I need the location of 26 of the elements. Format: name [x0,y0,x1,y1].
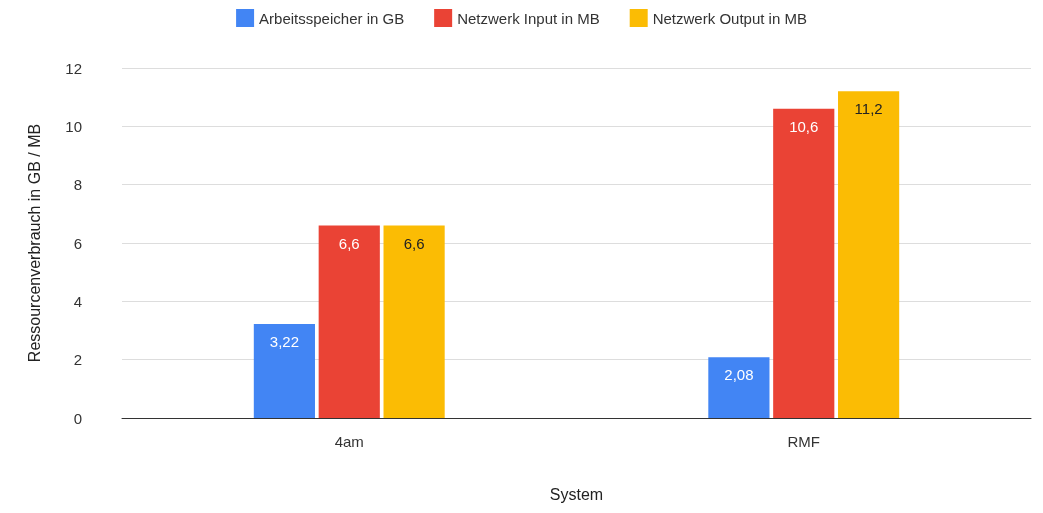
y-tick-label: 8 [73,176,82,194]
data-label: 2,08 [724,366,754,384]
x-tick-label: RMF [787,433,820,450]
x-axis-title: System [549,485,604,503]
y-tick-label: 10 [65,117,82,135]
bar [318,225,380,418]
y-tick-label: 6 [73,234,82,252]
y-tick-label: 0 [73,409,82,427]
bar [383,225,445,418]
data-label: 3,22 [269,333,299,351]
y-tick-label: 4 [73,292,82,310]
legend-label: Netzwerk Input in MB [457,9,600,27]
legend-label: Arbeitsspeicher in GB [259,9,405,27]
data-label: 10,6 [789,117,819,135]
data-label: 6,6 [403,234,425,252]
bar [838,91,900,418]
y-axis-title: Ressourcenverbrauch in GB / MB [25,123,43,363]
bar [253,324,315,418]
bar [708,357,770,418]
y-tick-label: 12 [65,59,82,77]
data-label: 6,6 [338,234,360,252]
data-label: 11,2 [854,100,883,118]
x-tick-label: 4am [334,433,364,450]
y-tick-label: 2 [73,351,82,369]
legend-label: Netzwerk Output in MB [652,9,807,27]
bar [773,108,835,418]
